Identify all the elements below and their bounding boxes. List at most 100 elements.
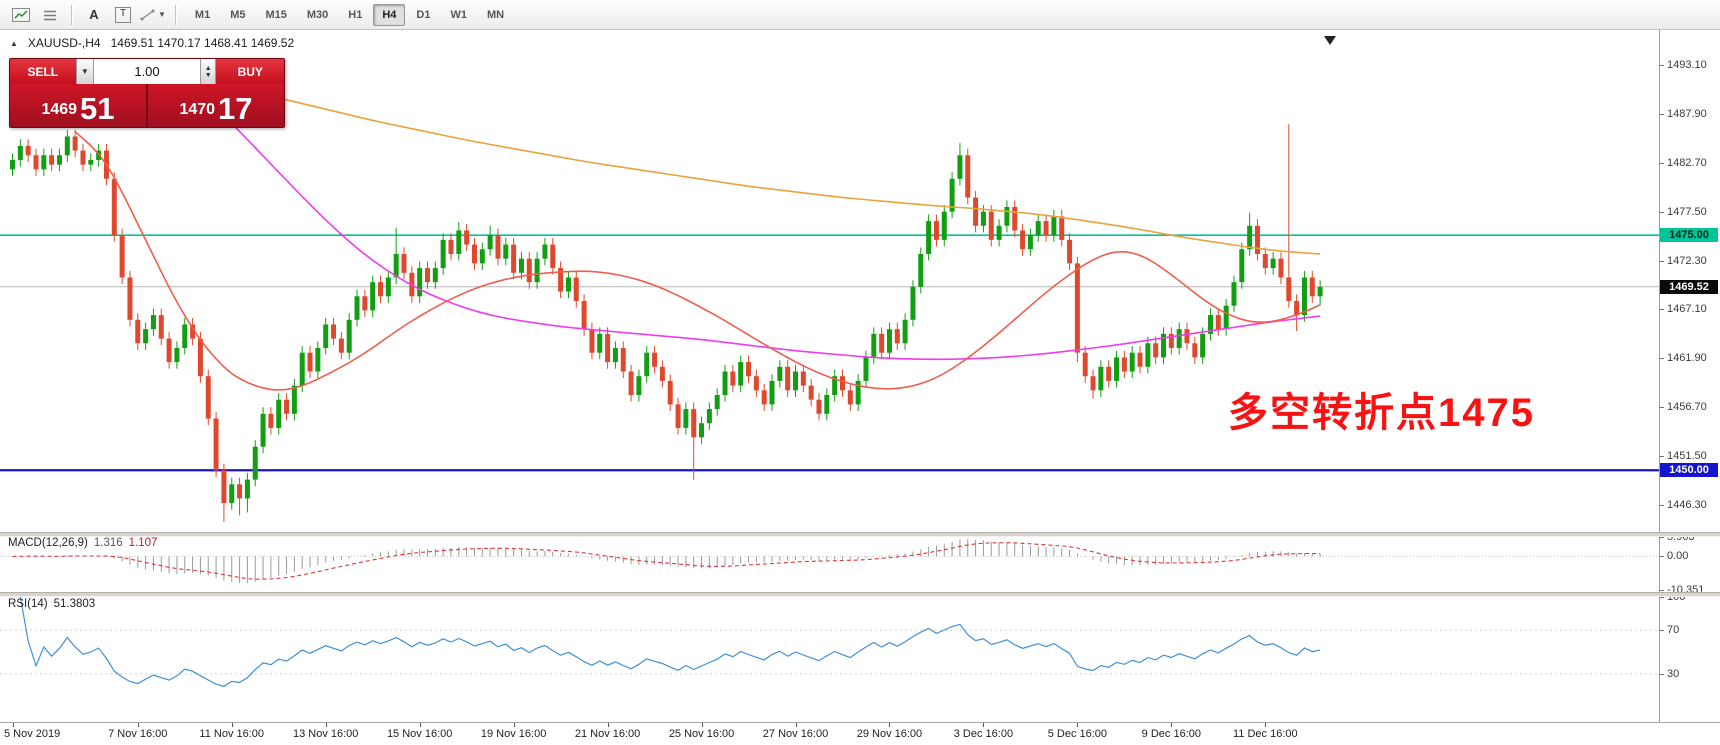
- time-axis-label: 25 Nov 16:00: [668, 728, 735, 740]
- level-lines: [0, 234, 1659, 472]
- chart-type-icon[interactable]: [8, 2, 34, 28]
- price-axis-label: 1472.30: [1667, 254, 1707, 267]
- volume-stepper[interactable]: ▲ ▼: [200, 59, 217, 84]
- macd-name: MACD(12,26,9): [8, 537, 88, 549]
- price-axis-tick: [1659, 260, 1664, 262]
- ma-slow-orange[interactable]: [121, 59, 1321, 255]
- timeframe-m1[interactable]: M1: [194, 8, 211, 21]
- time-axis-label: 19 Nov 16:00: [480, 728, 547, 740]
- volume-input[interactable]: [94, 59, 200, 84]
- timeframe-h1[interactable]: H1: [348, 8, 363, 21]
- rsi-label: RSI(14) 51.3803: [8, 598, 95, 610]
- time-axis-label: 15 Nov 16:00: [386, 728, 453, 740]
- chart-type-glyph: [12, 7, 30, 22]
- indicators-icon[interactable]: [37, 2, 63, 28]
- ma-fast-red[interactable]: [74, 131, 1321, 391]
- price-axis-label: 1487.90: [1667, 107, 1707, 120]
- timeframe-m5[interactable]: M5: [230, 8, 246, 21]
- ma-mid-magenta[interactable]: [184, 79, 1321, 361]
- price-axis-tick: [1659, 407, 1664, 409]
- time-axis-label: 3 Dec 16:00: [953, 728, 1014, 740]
- buy-button[interactable]: BUY: [216, 59, 284, 84]
- chevron-down-icon: ▼: [158, 10, 166, 19]
- price-axis-tick: [1659, 358, 1664, 360]
- chevron-up-icon: ▲: [204, 64, 212, 72]
- price-axis-label: 1456.70: [1667, 401, 1707, 414]
- time-axis-label: 5 Dec 16:00: [1047, 728, 1108, 740]
- timeframe-w1[interactable]: W1: [450, 8, 467, 21]
- trendline-glyph: [140, 9, 155, 20]
- price-axis-border: [1659, 30, 1660, 722]
- toolbar-separator: [71, 4, 73, 25]
- current-price-tag: 1469.52: [1660, 279, 1718, 294]
- time-axis-label: 7 Nov 16:00: [108, 728, 168, 740]
- panel-splitter-macd[interactable]: [0, 532, 1720, 537]
- rsi-axis-label: 70: [1667, 624, 1680, 636]
- chevron-down-icon: ▼: [80, 67, 89, 76]
- macd-axis-tick: [1659, 537, 1664, 538]
- price-divider: [146, 84, 148, 127]
- price-axis-tick: [1659, 65, 1664, 66]
- draw-tools-icon[interactable]: ▼: [139, 2, 167, 28]
- macd-histogram: [19, 539, 1321, 583]
- sell-price-main: 1469: [41, 101, 78, 118]
- time-axis[interactable]: 5 Nov 2019 7 Nov 16:00 11 Nov 16:00 13 Nov …: [0, 722, 1720, 745]
- macd-label: MACD(12,26,9) 1.316 1.107: [8, 537, 157, 549]
- macd-axis-label: 0.00: [1667, 550, 1689, 563]
- rsi-axis-tick: [1659, 597, 1664, 598]
- rsi-axis-tick: [1659, 674, 1664, 675]
- time-axis-tick: [607, 723, 609, 727]
- timeframe-h4[interactable]: H4: [373, 3, 406, 26]
- time-axis-label: 27 Nov 16:00: [762, 728, 829, 740]
- one-click-trading-panel: SELL ▼ ▲▼ BUY 1469 51 1470 17: [9, 58, 285, 128]
- sell-price-display[interactable]: 1469 51: [10, 84, 146, 127]
- sell-button[interactable]: SELL: [10, 59, 76, 84]
- time-axis-tick: [231, 723, 233, 727]
- time-axis-tick: [1077, 723, 1079, 727]
- toolbar: A T ▼ M1 M5 M15 M30 H1 H4 D1 W1 MN: [0, 0, 1720, 30]
- time-axis-tick: [701, 723, 703, 727]
- price-axis-label: 1461.90: [1667, 352, 1707, 365]
- price-chart[interactable]: [0, 30, 1659, 532]
- triangle-up-icon: ▲: [10, 38, 18, 48]
- sell-price-fraction: 51: [80, 90, 115, 126]
- time-axis-tick: [513, 723, 515, 727]
- trade-controls-row: SELL ▼ ▲▼ BUY: [10, 59, 284, 84]
- chart-shift-marker-icon[interactable]: [1324, 36, 1336, 45]
- macd-axis-tick: [1659, 556, 1664, 558]
- chevron-down-icon: ▼: [204, 71, 212, 79]
- time-axis-label: 29 Nov 16:00: [856, 728, 923, 740]
- macd-signal-line: [12, 542, 1321, 580]
- macd-signal-value: 1.107: [128, 537, 158, 549]
- timeframe-m15[interactable]: M15: [265, 8, 287, 21]
- time-axis-tick: [795, 723, 797, 727]
- timeframe-d1[interactable]: D1: [416, 8, 431, 21]
- volume-dropdown-button[interactable]: ▼: [75, 59, 94, 84]
- price-tag-1450.00: 1450.00: [1660, 463, 1718, 478]
- text-box-icon[interactable]: T: [110, 2, 136, 28]
- timeframe-mn[interactable]: MN: [486, 8, 505, 21]
- text-label-icon[interactable]: A: [89, 7, 99, 22]
- panel-splitter-rsi[interactable]: [0, 592, 1720, 597]
- timeframe-m30[interactable]: M30: [306, 8, 329, 21]
- buy-price-main: 1470: [179, 101, 216, 118]
- macd-panel[interactable]: [0, 535, 1659, 592]
- price-axis-tick: [1659, 456, 1664, 458]
- time-axis-label: 5 Nov 2019: [4, 728, 61, 740]
- buy-price-display[interactable]: 1470 17: [148, 84, 284, 127]
- time-axis-tick: [983, 723, 985, 727]
- buy-price-fraction: 17: [218, 90, 253, 126]
- time-axis-tick: [137, 723, 139, 727]
- time-axis-tick: [12, 723, 14, 727]
- chart-header: ▲ XAUUSD-,H4 1469.51 1470.17 1468.41 146…: [10, 36, 294, 50]
- time-axis-tick: [325, 723, 327, 727]
- candles-layer: [10, 124, 1323, 522]
- time-axis-tick: [889, 723, 891, 727]
- price-axis-tick: [1659, 505, 1664, 506]
- rsi-panel[interactable]: [0, 595, 1659, 720]
- price-tag-1475.00: 1475.00: [1660, 228, 1718, 243]
- price-axis-tick: [1659, 309, 1664, 311]
- time-axis-tick: [1171, 723, 1173, 727]
- price-axis-tick: [1659, 211, 1664, 213]
